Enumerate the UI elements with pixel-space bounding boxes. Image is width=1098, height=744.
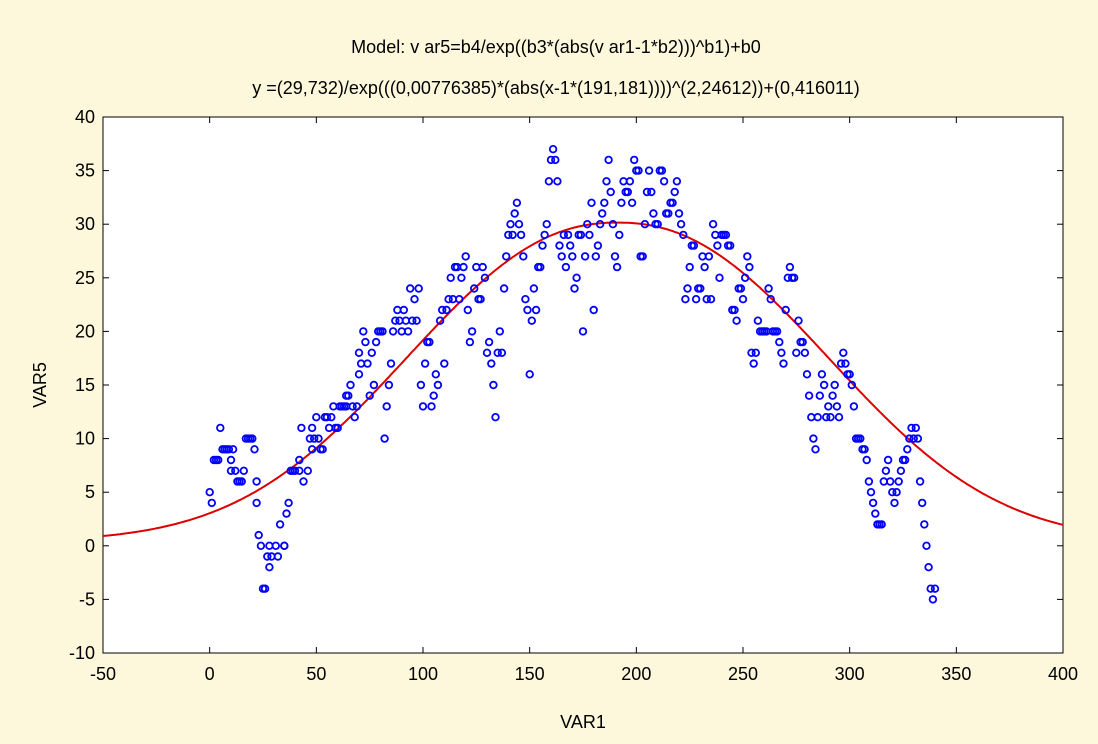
x-tick-label: 50 (306, 664, 326, 684)
chart-subtitle: y =(29,732)/exp(((0,00776385)*(abs(x-1*(… (252, 78, 859, 98)
y-axis-label: VAR5 (30, 362, 50, 408)
x-tick-label: 400 (1048, 664, 1078, 684)
y-tick-label: 5 (85, 482, 95, 502)
plot-area (103, 117, 1063, 653)
y-tick-label: -10 (69, 643, 95, 663)
y-tick-label: 10 (75, 429, 95, 449)
x-tick-label: 0 (205, 664, 215, 684)
y-tick-label: 25 (75, 268, 95, 288)
x-axis-label: VAR1 (560, 712, 606, 732)
x-tick-label: 150 (515, 664, 545, 684)
y-tick-label: 0 (85, 536, 95, 556)
y-tick-label: 20 (75, 321, 95, 341)
x-tick-label: 200 (621, 664, 651, 684)
chart-title: Model: v ar5=b4/exp((b3*(abs(v ar1-1*b2)… (351, 37, 761, 57)
y-tick-label: 40 (75, 107, 95, 127)
x-tick-label: 100 (408, 664, 438, 684)
y-tick-label: 15 (75, 375, 95, 395)
x-tick-label: 300 (835, 664, 865, 684)
x-tick-label: 250 (728, 664, 758, 684)
y-tick-label: -5 (79, 589, 95, 609)
x-tick-label: 350 (941, 664, 971, 684)
y-tick-label: 30 (75, 214, 95, 234)
y-tick-label: 35 (75, 161, 95, 181)
x-tick-label: -50 (90, 664, 116, 684)
